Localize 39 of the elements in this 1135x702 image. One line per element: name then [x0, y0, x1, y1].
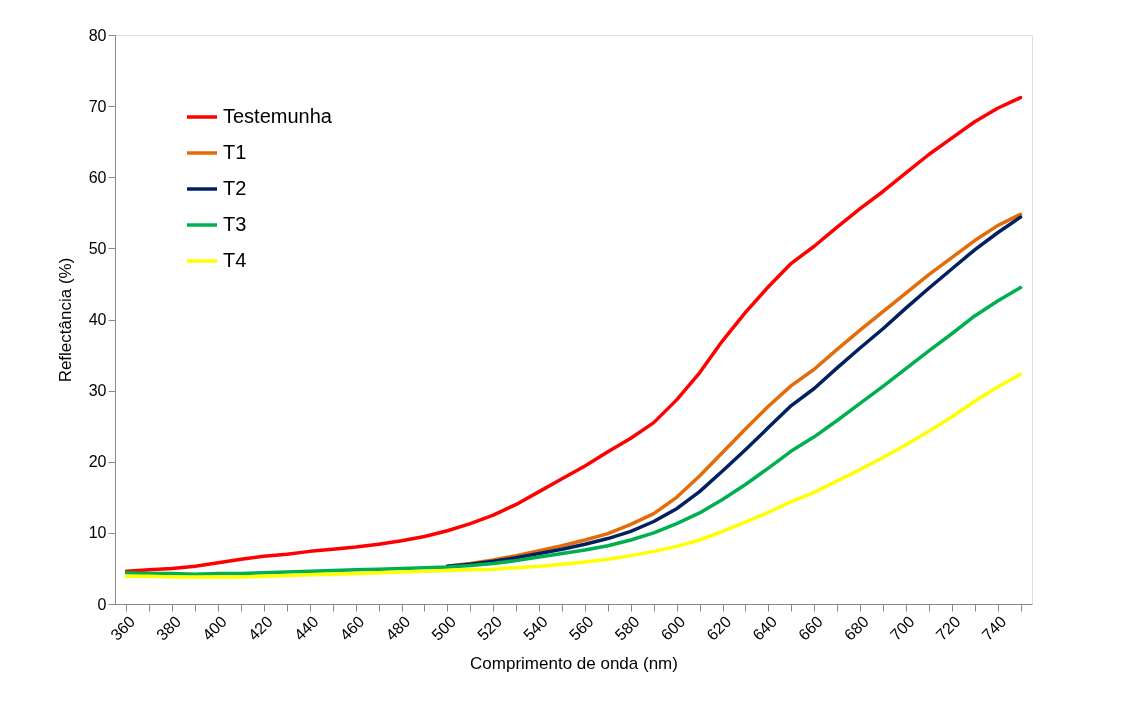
x-tick-label: 600: [657, 612, 689, 644]
y-tick-label: 70: [88, 97, 107, 115]
x-tick-label: 720: [932, 612, 964, 644]
x-tick-label: 640: [749, 612, 781, 644]
x-tick-label: 540: [520, 612, 551, 644]
y-axis-title: Reflectância (%): [55, 257, 75, 383]
line-series: [124, 95, 1023, 574]
x-tick-label: 400: [199, 612, 231, 644]
legend-label: T1: [223, 141, 247, 163]
x-tick-label: 380: [153, 612, 185, 644]
x-tick-label: 580: [611, 612, 643, 644]
y-tick-label: 0: [97, 595, 107, 613]
x-tick-label: 480: [382, 612, 414, 644]
y-tick-label: 30: [88, 382, 107, 400]
x-tick-label: 560: [565, 612, 597, 644]
x-tick-label: 700: [886, 612, 918, 644]
legend-label: T3: [223, 213, 247, 235]
x-tick-label: 620: [703, 612, 735, 644]
x-tick-label: 520: [474, 612, 506, 644]
x-tick-label: 740: [978, 612, 1010, 644]
y-tick-label: 60: [88, 168, 107, 186]
x-tick-label: 440: [290, 612, 322, 644]
line-series: [124, 285, 1023, 576]
x-tick-label: 460: [336, 612, 368, 644]
x-tick-label: 500: [428, 612, 460, 644]
legend-label: T2: [223, 177, 247, 199]
x-tick-label: 420: [244, 612, 276, 644]
legend-label: T4: [223, 249, 247, 271]
y-tick-label: 50: [88, 239, 107, 257]
legend-label: Testemunha: [223, 105, 333, 127]
y-tick-label: 20: [88, 453, 107, 471]
x-tick-label: 660: [795, 612, 827, 644]
x-tick-label: 360: [107, 612, 139, 644]
line-series: [124, 372, 1023, 579]
x-axis-title: Comprimento de onda (nm): [470, 653, 678, 673]
y-tick-label: 80: [88, 26, 107, 44]
y-tick-label: 40: [88, 311, 107, 328]
y-tick-label: 10: [88, 524, 107, 542]
x-tick-label: 680: [840, 612, 872, 644]
